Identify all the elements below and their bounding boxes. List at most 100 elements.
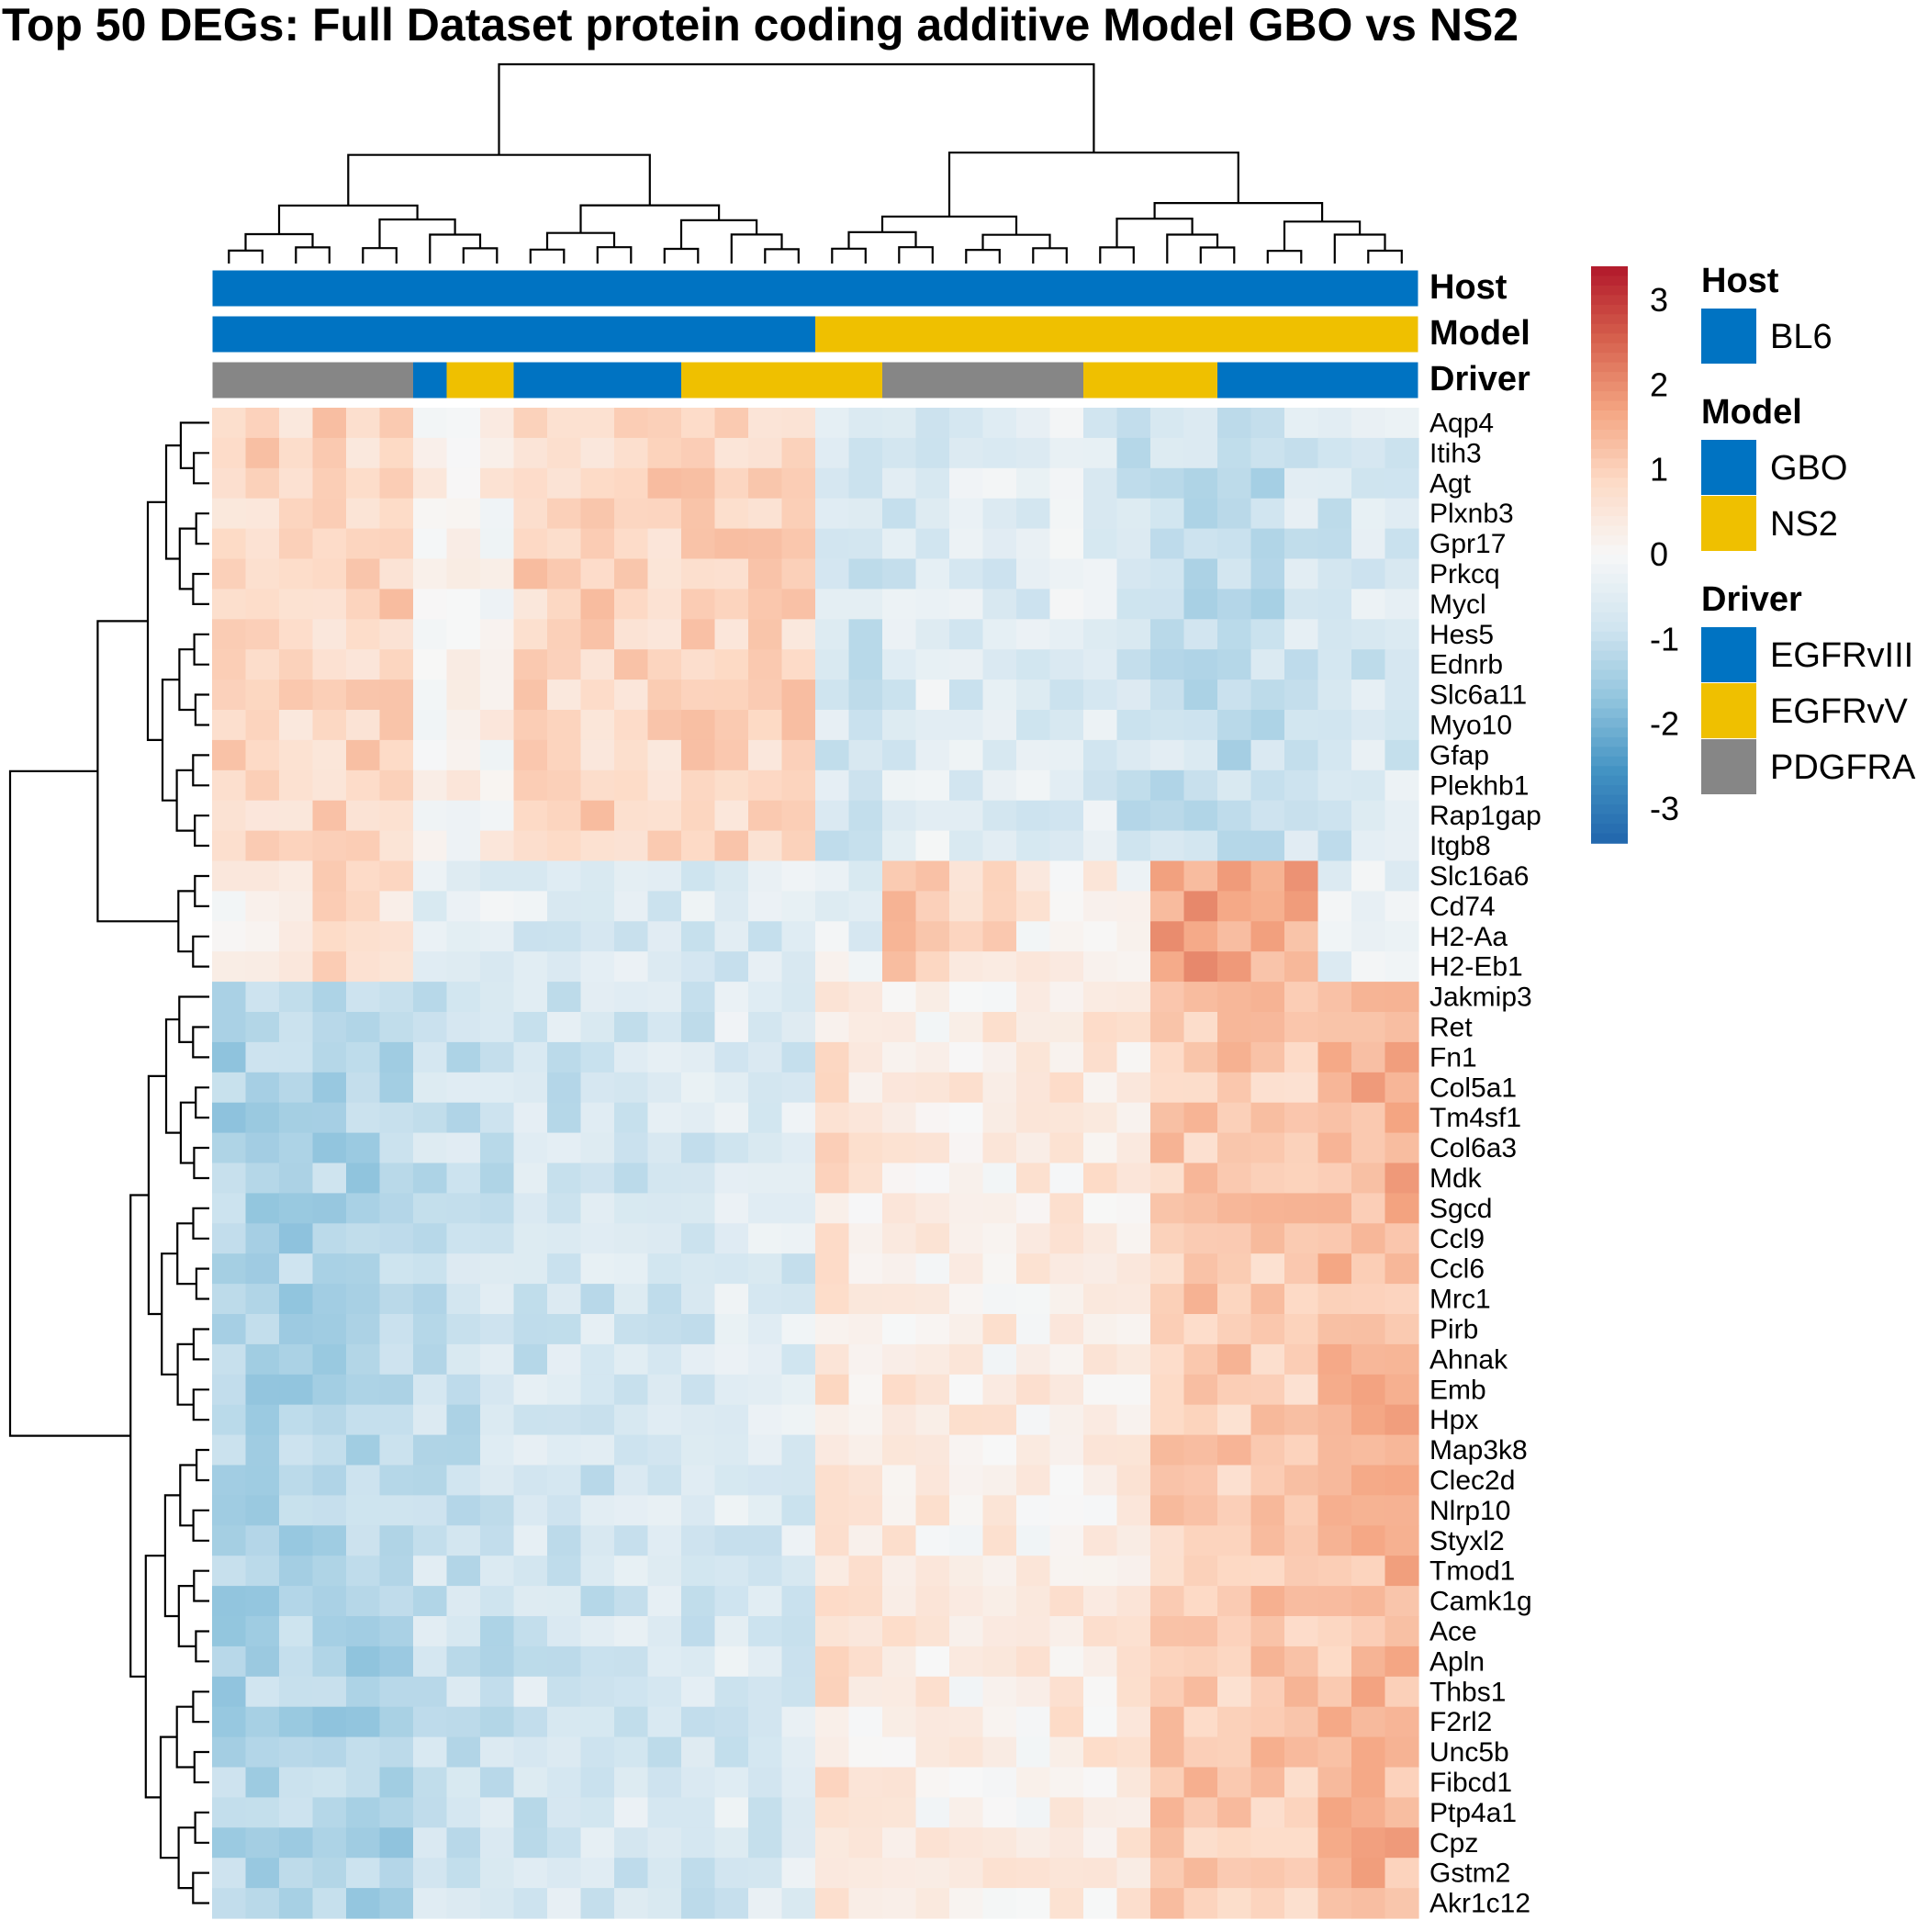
- heatmap-cell: [312, 1616, 347, 1647]
- heatmap-cell: [346, 921, 381, 952]
- heatmap-cell: [681, 1827, 716, 1859]
- heatmap-cell: [614, 1193, 649, 1224]
- row-label: Col6a3: [1429, 1133, 1517, 1163]
- heatmap-cell: [982, 860, 1017, 892]
- column-dendrogram-branch: [1266, 250, 1303, 264]
- heatmap-cell: [212, 467, 247, 500]
- heatmap-cell: [614, 1827, 649, 1859]
- heatmap-cell: [614, 1041, 649, 1073]
- heatmap-cell: [714, 1193, 749, 1224]
- heatmap-cell: [580, 437, 615, 469]
- heatmap-cell: [1183, 1374, 1218, 1406]
- heatmap-cell: [212, 1586, 247, 1617]
- heatmap-cell: [882, 467, 917, 500]
- color-scale-swatch: [1591, 583, 1628, 594]
- heatmap-cell: [1083, 951, 1118, 983]
- heatmap-cell: [1016, 1646, 1051, 1678]
- heatmap-cell: [1250, 891, 1285, 922]
- heatmap-cell: [413, 1586, 448, 1617]
- heatmap-cell: [1083, 1888, 1118, 1919]
- heatmap-cell: [1083, 1434, 1118, 1466]
- row-dendrogram-branch: [192, 1690, 209, 1724]
- heatmap-cell: [748, 1676, 783, 1708]
- heatmap-cell: [1317, 769, 1352, 802]
- annotation-segment: [681, 362, 883, 399]
- heatmap-cell: [547, 498, 582, 530]
- heatmap-cell: [480, 982, 515, 1013]
- heatmap-cell: [1183, 1132, 1218, 1164]
- heatmap-cell: [748, 1827, 783, 1859]
- color-scale-swatch: [1591, 410, 1628, 421]
- heatmap-cell: [915, 1163, 950, 1194]
- heatmap-cell: [346, 800, 381, 832]
- heatmap-cell: [212, 860, 247, 892]
- heatmap-cell: [714, 860, 749, 892]
- heatmap-cell: [279, 1163, 314, 1194]
- heatmap-cell: [1284, 1223, 1319, 1254]
- heatmap-cell: [1217, 589, 1252, 620]
- heatmap-cell: [1217, 800, 1252, 832]
- heatmap-cell: [1284, 408, 1319, 439]
- heatmap-cell: [949, 1193, 984, 1224]
- heatmap-cell: [982, 800, 1017, 832]
- heatmap-cell: [379, 710, 414, 741]
- color-scale-swatch: [1591, 573, 1628, 585]
- heatmap-cell: [748, 951, 783, 983]
- heatmap-cell: [245, 649, 280, 680]
- color-scale-swatch: [1591, 708, 1628, 719]
- heatmap-cell: [815, 1404, 850, 1436]
- heatmap-cell: [1116, 769, 1151, 802]
- heatmap-cell: [882, 1706, 917, 1738]
- heatmap-cell: [413, 1616, 448, 1647]
- color-scale-swatch: [1591, 487, 1628, 498]
- color-scale-swatch: [1591, 756, 1628, 768]
- heatmap-cell: [312, 769, 347, 802]
- color-scale-swatch: [1591, 785, 1628, 796]
- heatmap-cell: [1217, 1284, 1252, 1315]
- heatmap-cell: [379, 467, 414, 500]
- heatmap-cell: [1150, 1858, 1185, 1889]
- heatmap-cell: [245, 1223, 280, 1254]
- heatmap-cell: [1049, 467, 1084, 500]
- heatmap-cell: [1016, 1223, 1051, 1254]
- heatmap-cell: [346, 1797, 381, 1828]
- heatmap-cell: [312, 710, 347, 741]
- heatmap-cell: [781, 951, 816, 983]
- heatmap-cell: [346, 589, 381, 620]
- heatmap-cell: [1016, 589, 1051, 620]
- heatmap-cell: [513, 951, 548, 983]
- heatmap-cell: [513, 1888, 548, 1919]
- heatmap-cell: [815, 1858, 850, 1889]
- row-label: Ednrb: [1429, 650, 1503, 680]
- heatmap-cell: [681, 1586, 716, 1617]
- heatmap-cell: [580, 1434, 615, 1466]
- row-label: Plxnb3: [1429, 499, 1514, 529]
- heatmap-cell: [346, 1736, 381, 1769]
- row-label: Slc6a11: [1429, 680, 1527, 711]
- heatmap-cell: [1217, 1616, 1252, 1647]
- heatmap-cell: [1250, 830, 1285, 862]
- heatmap-cell: [1049, 1434, 1084, 1466]
- heatmap-cell: [245, 710, 280, 741]
- heatmap-cell: [1384, 710, 1419, 741]
- heatmap-cell: [1384, 1163, 1419, 1194]
- heatmap-cell: [446, 1012, 481, 1043]
- heatmap-cell: [547, 558, 582, 590]
- heatmap-cell: [446, 528, 481, 560]
- heatmap-cell: [815, 498, 850, 530]
- heatmap-cell: [279, 528, 314, 560]
- heatmap-cell: [647, 1404, 682, 1436]
- heatmap-cell: [1250, 769, 1285, 802]
- heatmap-cell: [1317, 1343, 1352, 1376]
- heatmap-cell: [1016, 1314, 1051, 1345]
- heatmap-cell: [748, 1434, 783, 1466]
- heatmap-cell: [949, 1525, 984, 1556]
- heatmap-cell: [513, 589, 548, 620]
- heatmap-cell: [647, 739, 682, 771]
- heatmap-cell: [882, 1102, 917, 1134]
- column-dendrogram-branch: [847, 230, 917, 249]
- heatmap-cell: [1083, 1646, 1118, 1678]
- heatmap-cell: [848, 467, 883, 500]
- heatmap-cell: [748, 1374, 783, 1406]
- heatmap-cell: [1183, 1706, 1218, 1738]
